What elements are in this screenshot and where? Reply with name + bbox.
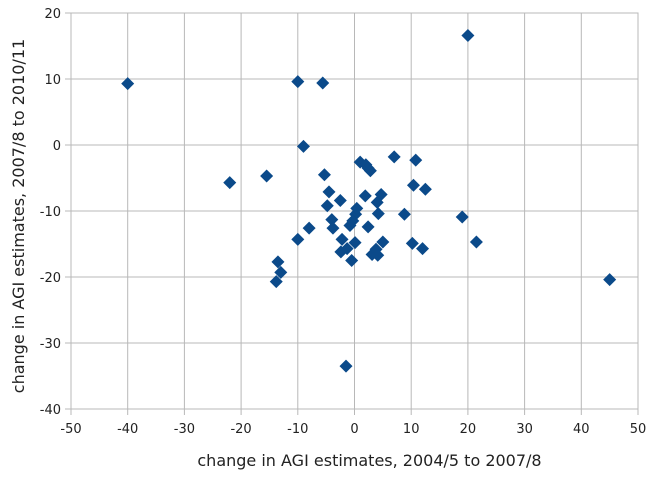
data-point <box>121 77 135 91</box>
x-tick-label: 40 <box>573 422 590 437</box>
data-points <box>121 28 617 373</box>
data-point <box>350 201 364 215</box>
x-tick-label: -20 <box>230 422 251 437</box>
data-point <box>371 248 385 262</box>
data-point <box>325 213 339 227</box>
data-point <box>418 182 432 196</box>
data-point <box>387 150 401 164</box>
x-tick-label: 30 <box>516 422 533 437</box>
x-tick-label: -10 <box>287 422 308 437</box>
x-tick-label: 10 <box>403 422 420 437</box>
data-point <box>348 236 362 250</box>
y-tick-labels: -40 -30 -20 -10 0 10 20 <box>40 7 61 418</box>
plot-border <box>65 12 639 415</box>
data-point <box>397 207 411 221</box>
data-point <box>333 193 347 207</box>
data-point <box>361 220 375 234</box>
data-point <box>291 75 305 89</box>
data-point <box>603 273 617 287</box>
y-tick-label: 10 <box>44 73 61 88</box>
data-point <box>358 189 372 203</box>
data-point <box>461 28 475 42</box>
data-point <box>339 359 353 373</box>
data-point <box>316 76 330 90</box>
y-tick-label: -40 <box>40 403 61 418</box>
x-tick-labels: -50 -40 -30 -20 -10 0 10 20 30 40 50 <box>60 422 646 437</box>
data-point <box>405 236 419 250</box>
data-point <box>406 178 420 192</box>
y-tick-label: -30 <box>40 337 61 352</box>
data-point <box>317 168 331 182</box>
data-point <box>326 221 340 235</box>
x-tick-label: -30 <box>174 422 195 437</box>
data-point <box>469 235 483 249</box>
data-point <box>296 139 310 153</box>
data-point <box>371 207 385 221</box>
data-point <box>269 275 283 289</box>
data-point <box>223 176 237 190</box>
data-point <box>346 214 360 228</box>
y-tick-label: -10 <box>40 205 61 220</box>
data-point <box>322 185 336 199</box>
x-tick-label: 0 <box>350 422 358 437</box>
data-point <box>340 242 354 256</box>
data-point <box>416 242 430 256</box>
data-point <box>335 232 349 246</box>
x-tick-label: 50 <box>630 422 647 437</box>
data-point <box>374 188 388 201</box>
data-point <box>274 265 288 279</box>
data-point <box>376 235 390 249</box>
x-tick-label: 20 <box>460 422 477 437</box>
data-point <box>345 254 359 267</box>
data-point <box>302 221 316 235</box>
plot-area-border <box>70 12 639 410</box>
x-tick-label: -40 <box>117 422 138 437</box>
data-point <box>455 210 469 224</box>
data-point <box>320 199 334 213</box>
y-tick-label: -20 <box>40 271 61 286</box>
y-tick-label: 0 <box>53 139 61 154</box>
y-tick-label: 20 <box>44 7 61 22</box>
x-tick-label: -50 <box>60 422 81 437</box>
data-point <box>291 232 305 246</box>
data-point <box>260 169 274 183</box>
data-point <box>271 255 285 269</box>
y-axis-title: change in AGI estimates, 2007/8 to 2010/… <box>9 39 28 393</box>
data-point <box>409 153 423 167</box>
x-axis-title: change in AGI estimates, 2004/5 to 2007/… <box>197 451 541 470</box>
data-point <box>363 164 377 178</box>
